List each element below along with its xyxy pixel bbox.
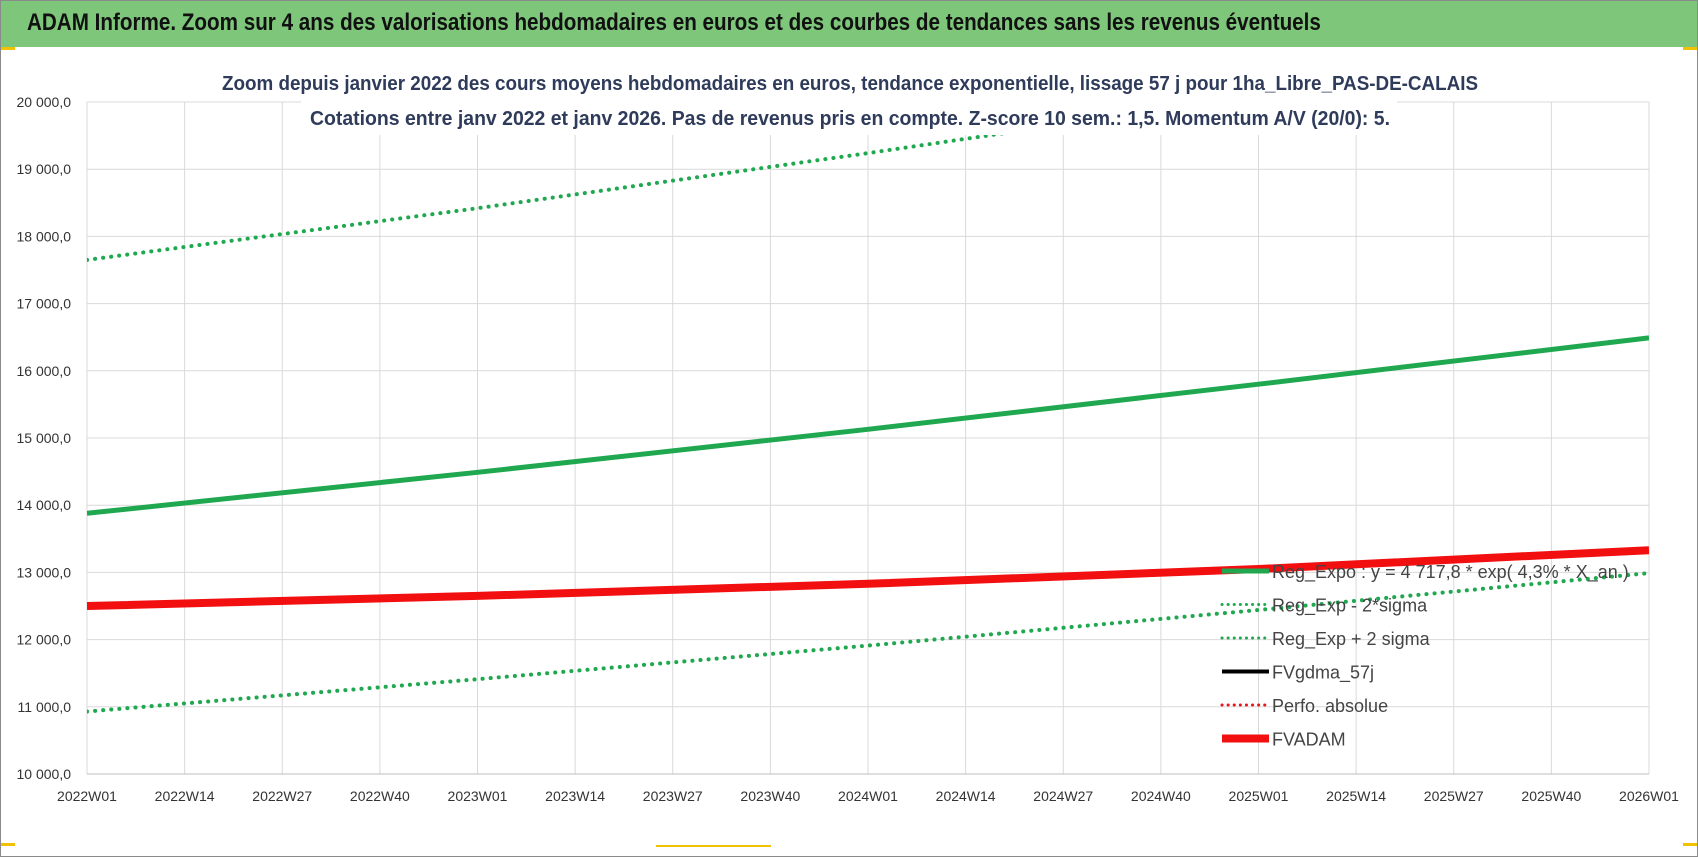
legend-label-0: Reg_Expo : y = 4 717,8 * exp( 4,3% * X_a… — [1272, 562, 1629, 583]
scroll-mark-bottom — [656, 845, 771, 847]
x-tick-label: 2022W01 — [57, 788, 117, 804]
y-tick-label: 14 000,0 — [17, 497, 72, 513]
series-line-1 — [87, 571, 1649, 714]
chart-title-line-1: Zoom depuis janvier 2022 des cours moyen… — [222, 73, 1478, 95]
x-tick-label: 2024W01 — [838, 788, 898, 804]
series-layer — [87, 102, 1649, 714]
x-tick-label: 2025W01 — [1229, 788, 1289, 804]
y-tick-label: 12 000,0 — [17, 632, 72, 648]
legend-label-4: Perfo. absolue — [1272, 696, 1388, 716]
x-tick-label: 2025W27 — [1424, 788, 1484, 804]
x-tick-label: 2025W40 — [1521, 788, 1581, 804]
x-tick-label: 2024W27 — [1033, 788, 1093, 804]
y-tick-label: 19 000,0 — [17, 161, 72, 177]
x-tick-label: 2023W40 — [740, 788, 800, 804]
y-tick-label: 13 000,0 — [17, 564, 72, 580]
x-tick-label: 2024W40 — [1131, 788, 1191, 804]
y-tick-label: 16 000,0 — [17, 363, 72, 379]
x-tick-label: 2026W01 — [1619, 788, 1679, 804]
corner-mark-top-left — [1, 47, 15, 50]
y-tick-label: 17 000,0 — [17, 296, 72, 312]
legend-label-5: FVADAM — [1272, 730, 1346, 750]
legend-label-2: Reg_Exp + 2 sigma — [1272, 629, 1431, 650]
x-tick-label: 2022W40 — [350, 788, 410, 804]
x-tick-label: 2022W27 — [252, 788, 312, 804]
y-tick-label: 15 000,0 — [17, 430, 72, 446]
y-axis-ticks: 10 000,0 11 000,0 12 000,0 13 000,0 14 000,0… — [17, 94, 72, 782]
x-tick-label: 2022W14 — [155, 788, 215, 804]
corner-mark-bottom-right — [1683, 843, 1697, 846]
y-tick-label: 20 000,0 — [17, 94, 72, 110]
legend-label-3: FVgdma_57j — [1272, 663, 1374, 684]
chart-title-line-2: Cotations entre janv 2022 et janv 2026. … — [310, 108, 1390, 130]
chart-grid — [86, 101, 1650, 775]
x-tick-label: 2023W01 — [448, 788, 508, 804]
corner-mark-top-right — [1683, 47, 1697, 50]
y-tick-label: 10 000,0 — [17, 766, 72, 782]
chart-legend: Reg_Expo : y = 4 717,8 * exp( 4,3% * X_a… — [1220, 562, 1629, 750]
chart-title: Zoom depuis janvier 2022 des cours moyen… — [216, 65, 1484, 135]
title-bg-1 — [216, 65, 1484, 99]
series-line-0 — [87, 335, 1649, 516]
y-tick-label: 18 000,0 — [17, 228, 72, 244]
series-line-5 — [87, 546, 1649, 610]
x-tick-label: 2023W14 — [545, 788, 605, 804]
corner-mark-bottom-left — [1, 843, 15, 846]
title-bg-2 — [301, 99, 1397, 135]
legend-label-1: Reg_Exp - 2*sigma — [1272, 596, 1428, 617]
x-axis-ticks: 2022W01 2022W14 2022W27 2022W40 2023W01 2023W… — [57, 788, 1679, 804]
report-banner: ADAM Informe. Zoom sur 4 ans des valoris… — [1, 1, 1697, 47]
x-tick-label: 2023W27 — [643, 788, 703, 804]
report-banner-title: ADAM Informe. Zoom sur 4 ans des valoris… — [27, 9, 1321, 36]
y-tick-label: 11 000,0 — [18, 699, 72, 715]
x-tick-label: 2024W14 — [936, 788, 996, 804]
x-tick-label: 2025W14 — [1326, 788, 1386, 804]
